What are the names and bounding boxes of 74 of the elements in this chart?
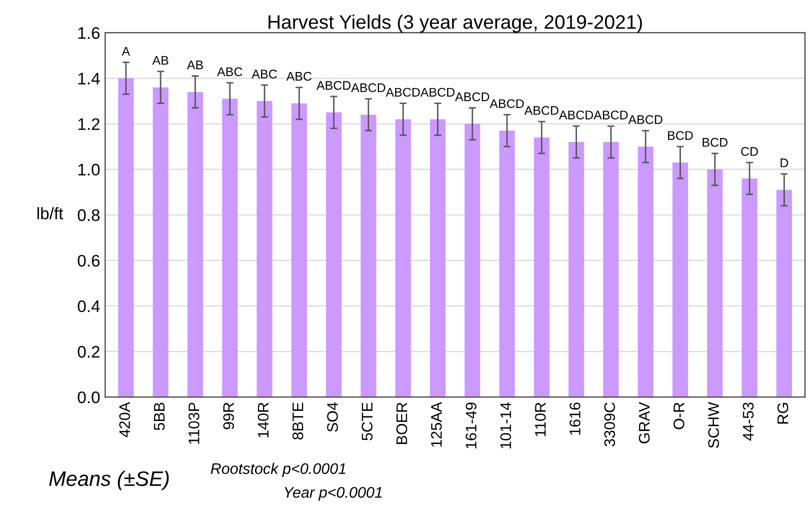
bar [742, 178, 758, 398]
x-tick-label: 110R [534, 402, 546, 436]
x-tick-label: 8BTE [292, 402, 304, 440]
data-label: ABCD [594, 110, 628, 120]
y-tick-label: 0.6 [78, 254, 100, 267]
y-tick-label: 0.2 [78, 346, 100, 358]
data-label: ABCD [316, 81, 351, 90]
y-tick-label: 1.4 [78, 72, 100, 84]
bar [776, 190, 792, 398]
x-tick-label: 420A [119, 402, 130, 438]
bar [395, 119, 411, 398]
bar [430, 119, 446, 398]
data-label: CD [741, 147, 758, 156]
x-tick-label: SCHW [708, 402, 719, 448]
x-tick-label: 1103P [188, 402, 200, 444]
bar [291, 103, 307, 398]
data-label: ABCD [455, 92, 490, 102]
data-label: ABC [286, 72, 312, 81]
x-tick-label: 161-49 [466, 402, 476, 448]
x-tick-label: 101-14 [500, 402, 512, 448]
y-tick-label: 0.4 [78, 300, 100, 312]
bar [118, 78, 134, 398]
data-label: ABCD [628, 115, 662, 124]
y-tick-label: 0.0 [78, 391, 100, 404]
x-tick-label: SO4 [327, 402, 338, 432]
data-label: ABCD [351, 83, 386, 92]
x-tick-label: 1616 [570, 402, 580, 435]
bar [603, 142, 619, 398]
text: Means (±SE) [49, 470, 169, 490]
bar [568, 142, 584, 398]
x-tick-label: O-R [674, 402, 684, 430]
x-tick-label: 140R [258, 402, 269, 438]
bar [672, 162, 688, 398]
x-tick-label: 44-53 [742, 402, 754, 441]
x-tick-label: 5CTE [362, 402, 373, 440]
bar [222, 98, 238, 398]
text: Year p<0.0001 [284, 486, 382, 501]
y-tick-label: 0.8 [78, 209, 100, 222]
y-axis-title: lb/ft [38, 207, 64, 220]
data-label: AB [186, 60, 203, 70]
bar [360, 114, 376, 398]
bar [152, 87, 168, 398]
data-label: BCD [702, 138, 728, 147]
x-tick-label: BOER [396, 402, 408, 444]
data-label: BCD [668, 131, 693, 140]
data-label: ABCD [558, 110, 594, 120]
bar [187, 92, 204, 398]
text: Rootstock p<0.0001 [210, 462, 346, 478]
chart-title: Harvest Yields (3 year average, 2019-2021) [268, 14, 642, 33]
bar [464, 124, 480, 398]
data-label: ABC [217, 67, 242, 76]
data-label: A [122, 46, 130, 56]
data-label: ABCD [490, 99, 524, 108]
bar [534, 137, 550, 398]
x-tick-label: RG [777, 403, 788, 424]
data-label: ABCD [386, 88, 420, 97]
data-label: D [780, 158, 788, 168]
y-tick-label: 1.0 [78, 164, 100, 176]
bar [707, 169, 723, 398]
bar [499, 130, 515, 398]
data-label: ABC [252, 70, 277, 78]
x-tick-label: 125AA [431, 402, 442, 447]
bar [256, 101, 272, 398]
x-tick-label: GRAV [638, 402, 650, 444]
bar [638, 146, 654, 398]
x-tick-label: 3309C [604, 402, 616, 446]
data-label: ABCD [420, 88, 455, 97]
data-label: ABCD [524, 106, 558, 115]
y-tick-label: 1.6 [78, 27, 100, 39]
data-label: AB [152, 56, 168, 65]
y-tick-label: 1.2 [78, 118, 100, 130]
x-tick-label: 5BB [154, 402, 165, 430]
x-tick-label: 99R [223, 402, 234, 430]
bar [326, 112, 342, 398]
